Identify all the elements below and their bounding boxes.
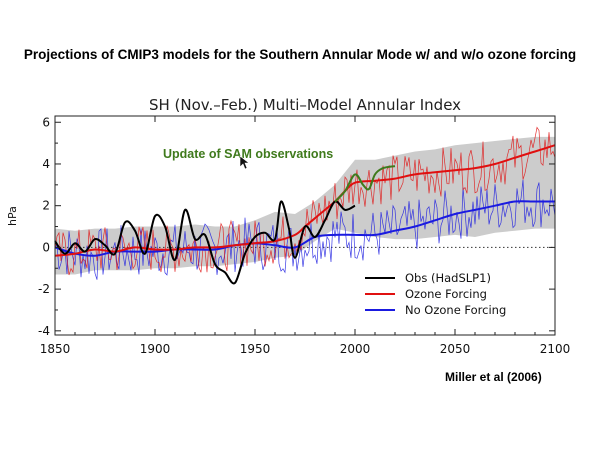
slide-title: Projections of CMIP3 models for the Sout… xyxy=(23,47,577,62)
legend-item-obs-label: Obs (HadSLP1) xyxy=(405,271,491,285)
chart-title: SH (Nov.–Feb.) Multi–Model Annular Index xyxy=(148,96,462,114)
y-tick-label: 4 xyxy=(42,157,50,171)
series-layer xyxy=(54,144,556,285)
series-obs-hadslp1 xyxy=(54,200,356,285)
series-no-ozone-forcing xyxy=(54,200,555,257)
axis-ticks: 1850 1900 1950 2000 2050 2100 -4 -2 0 2 4 6 xyxy=(38,115,570,356)
series-sam-update xyxy=(334,165,396,203)
x-tick-label: 1950 xyxy=(240,342,271,356)
legend-item-ozone-label: Ozone Forcing xyxy=(405,287,487,301)
y-tick-label: -2 xyxy=(38,282,50,296)
y-tick-label: 6 xyxy=(42,115,50,129)
y-tick-label: -4 xyxy=(38,324,50,338)
ozone-annual-trace xyxy=(54,126,556,276)
x-tick-label: 2000 xyxy=(340,342,371,356)
annotation-update-sam: Update of SAM observations xyxy=(163,147,333,161)
y-tick-label: 0 xyxy=(42,240,50,254)
x-tick-label: 1850 xyxy=(40,342,71,356)
x-tick-label: 1900 xyxy=(140,342,171,356)
no-ozone-annual-trace xyxy=(54,179,556,280)
series-ozone-forcing xyxy=(54,144,556,257)
y-tick-label: 2 xyxy=(42,199,50,213)
x-tick-label: 2100 xyxy=(540,342,571,356)
mouse-cursor-icon xyxy=(239,155,250,170)
legend-item-no-ozone-label: No Ozone Forcing xyxy=(405,303,506,317)
plot-frame xyxy=(54,115,556,336)
citation: Miller et al (2006) xyxy=(445,370,542,384)
x-tick-label: 2050 xyxy=(440,342,471,356)
legend: Obs (HadSLP1) Ozone Forcing No Ozone Forci… xyxy=(365,271,506,317)
series-noise-layer xyxy=(54,126,556,280)
